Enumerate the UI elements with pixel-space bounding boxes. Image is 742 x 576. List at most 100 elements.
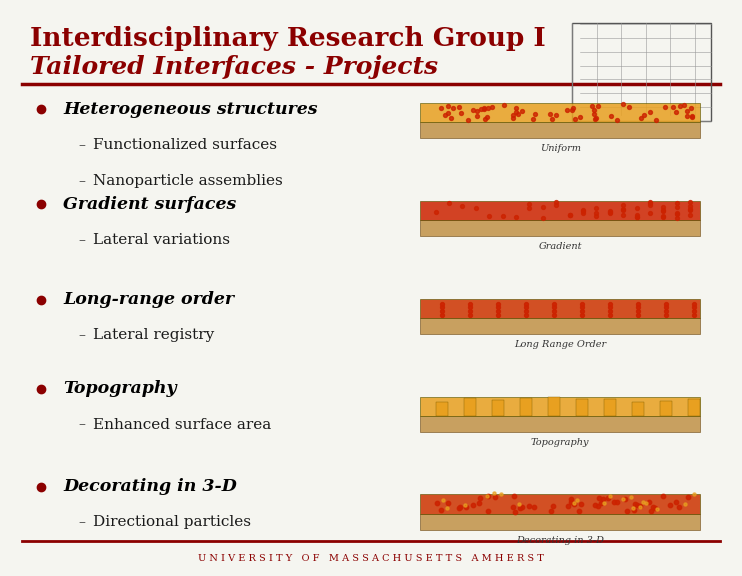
Point [564, 211, 576, 220]
Point [631, 211, 643, 220]
Point [657, 206, 669, 215]
Point [597, 494, 609, 503]
Point [436, 303, 447, 312]
Point [443, 198, 455, 207]
Point [657, 491, 669, 501]
Point [619, 495, 631, 504]
Point [631, 204, 643, 213]
Point [644, 198, 656, 207]
Point [523, 199, 535, 209]
Point [586, 101, 598, 111]
Point [486, 103, 498, 112]
Point [634, 501, 646, 510]
Point [453, 103, 465, 112]
Point [464, 303, 476, 312]
Text: Nanoparticle assemblies: Nanoparticle assemblies [93, 174, 283, 188]
Point [644, 209, 656, 218]
Text: Enhanced surface area: Enhanced surface area [93, 418, 271, 431]
Point [591, 113, 603, 123]
Text: Lateral variations: Lateral variations [93, 233, 230, 247]
Point [568, 498, 580, 507]
Point [510, 213, 522, 222]
Text: –: – [78, 516, 85, 529]
FancyBboxPatch shape [688, 399, 700, 416]
Point [671, 213, 683, 222]
FancyBboxPatch shape [420, 318, 700, 334]
Point [604, 299, 616, 308]
Point [591, 101, 603, 111]
Point [547, 502, 559, 511]
FancyBboxPatch shape [420, 122, 700, 138]
Point [528, 502, 540, 511]
Point [617, 205, 629, 214]
Text: Decorating in 3-D: Decorating in 3-D [516, 536, 604, 544]
Point [632, 310, 644, 320]
Point [591, 209, 603, 218]
Text: Lateral registry: Lateral registry [93, 328, 214, 342]
Point [471, 111, 483, 120]
Text: Long Range Order: Long Range Order [514, 340, 606, 348]
Point [498, 101, 510, 110]
Point [608, 497, 620, 506]
Point [439, 111, 450, 120]
Point [604, 306, 616, 316]
Text: Long-range order: Long-range order [63, 291, 234, 308]
FancyBboxPatch shape [632, 401, 644, 416]
Text: Topography: Topography [531, 438, 589, 446]
Point [589, 501, 601, 510]
Point [483, 211, 495, 220]
Point [673, 502, 685, 511]
Point [686, 103, 697, 112]
Point [492, 310, 504, 320]
Point [492, 303, 504, 312]
Point [496, 211, 508, 220]
Point [430, 207, 441, 217]
Point [464, 310, 476, 320]
Point [627, 503, 639, 513]
Text: Directional particles: Directional particles [93, 516, 251, 529]
Point [467, 501, 479, 510]
Point [489, 492, 501, 501]
Point [589, 115, 601, 124]
Point [574, 112, 586, 121]
Point [682, 492, 694, 502]
Point [686, 112, 698, 122]
Point [604, 491, 616, 501]
Point [548, 306, 560, 316]
Point [565, 495, 577, 504]
Point [602, 493, 614, 502]
Text: Functionalized surfaces: Functionalized surfaces [93, 138, 277, 152]
Point [453, 503, 465, 513]
Point [574, 499, 586, 509]
Point [671, 209, 683, 218]
Text: Gradient surfaces: Gradient surfaces [63, 196, 236, 213]
Point [508, 491, 520, 501]
Point [441, 503, 453, 512]
FancyBboxPatch shape [519, 398, 532, 416]
Point [513, 499, 525, 509]
Point [604, 303, 616, 312]
Point [568, 115, 580, 124]
Point [467, 105, 479, 115]
Point [644, 200, 656, 210]
Point [576, 299, 588, 308]
Point [604, 209, 616, 218]
Point [482, 491, 494, 501]
Point [464, 299, 476, 308]
Point [651, 504, 663, 513]
Point [664, 500, 676, 509]
Point [617, 100, 629, 109]
Point [631, 213, 643, 222]
FancyBboxPatch shape [420, 103, 700, 122]
Point [516, 502, 528, 511]
Point [568, 499, 580, 508]
Point [464, 306, 476, 316]
Point [551, 200, 562, 209]
Point [516, 107, 528, 116]
Point [453, 502, 465, 511]
Point [488, 488, 500, 498]
FancyBboxPatch shape [420, 298, 700, 318]
FancyBboxPatch shape [464, 398, 476, 416]
Text: Tailored Interfaces - Projects: Tailored Interfaces - Projects [30, 55, 438, 79]
Point [442, 498, 454, 507]
